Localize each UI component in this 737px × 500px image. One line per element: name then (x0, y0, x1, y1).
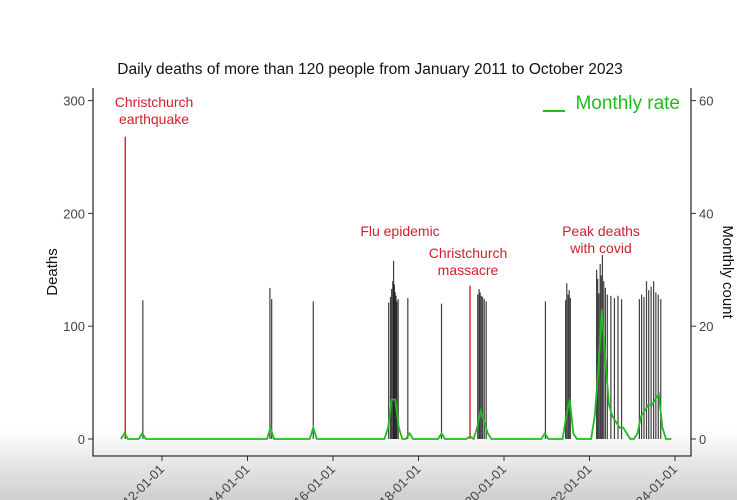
y-tick-label: 300 (63, 94, 85, 109)
annotation-flu: Flu epidemic (360, 223, 439, 239)
x-tick-label: 2014-01-01 (195, 462, 253, 500)
annotation-line: with covid (569, 240, 631, 256)
y2-tick-label: 20 (699, 319, 713, 334)
annotation-line: Peak deaths (562, 223, 640, 239)
x-tick-label: 2012-01-01 (109, 462, 167, 500)
chart-title: Daily deaths of more than 120 people fro… (117, 61, 623, 78)
y2-tick-label: 60 (699, 94, 713, 109)
y2-tick-label: 0 (699, 432, 706, 447)
legend-label: Monthly rate (575, 93, 680, 114)
annotation-line: earthquake (119, 111, 189, 127)
x-tick-label: 2022-01-01 (537, 462, 595, 500)
y-tick-label: 0 (78, 432, 85, 447)
annotation-line: Christchurch (115, 94, 194, 110)
x-tick-label: 2020-01-01 (451, 462, 509, 500)
annotation-massacre: Christchurch massacre (429, 245, 508, 278)
plot-frame (92, 88, 692, 457)
legend: Monthly rate (543, 93, 680, 114)
annotation-covid: Peak deaths with covid (562, 223, 640, 256)
x-tick-label: 2016-01-01 (280, 462, 338, 500)
annotation-line: massacre (438, 262, 499, 278)
y-tick-label: 200 (63, 206, 85, 221)
annotation-earthquake: Christchurch earthquake (115, 94, 194, 127)
x-tick-label: 2018-01-01 (366, 462, 424, 500)
y-axis-label: Deaths (44, 248, 61, 296)
y-tick-label: 100 (63, 319, 85, 334)
monthly-rate-line (120, 309, 672, 441)
y2-axis-label: Monthly count (719, 225, 736, 319)
annotation-line: Christchurch (429, 245, 508, 261)
annotation-line: Flu epidemic (360, 223, 439, 239)
y2-tick-label: 40 (699, 206, 713, 221)
x-tick-label: 2024-01-01 (622, 462, 680, 500)
